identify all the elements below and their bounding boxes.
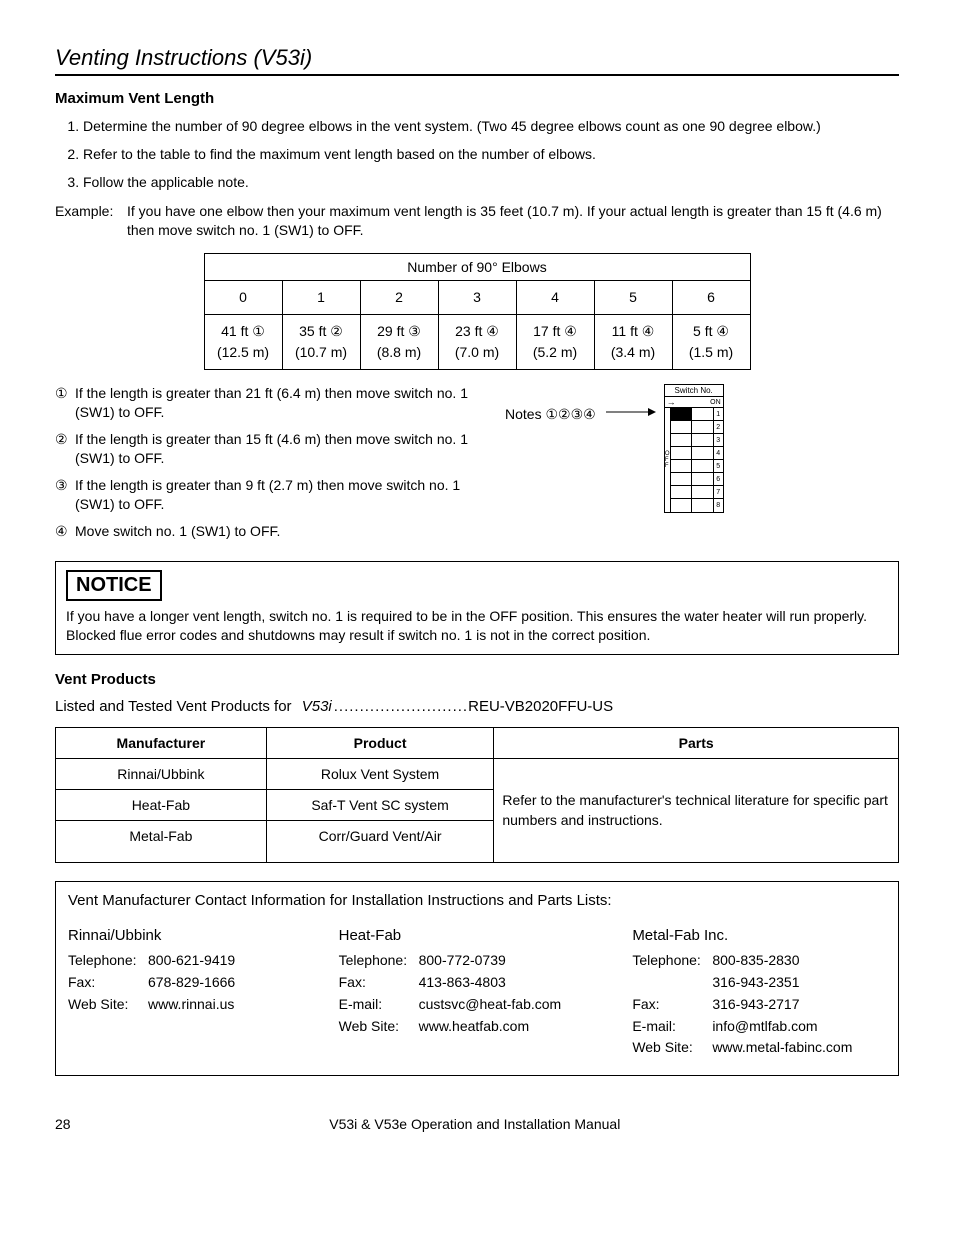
contact-label: Web Site: [68,994,148,1016]
table-cell: Saf-T Vent SC system [266,790,494,821]
elbow-count: 0 [204,281,282,315]
notice-label: NOTICE [66,570,162,601]
contact-value: www.heatfab.com [419,1016,530,1038]
step-item: Determine the number of 90 degree elbows… [83,117,899,136]
notes-list: ①If the length is greater than 21 ft (6.… [55,384,485,548]
contact-label [632,972,712,994]
dip-on-label: ON [710,399,721,406]
elbow-length: 5 ft ④(1.5 m) [672,315,750,370]
table-cell: Metal-Fab [56,821,267,863]
note-symbol: ④ [55,522,75,541]
note-symbol: ① [55,384,75,422]
table-cell: Rolux Vent System [266,759,494,790]
table-header: Product [266,728,494,759]
dip-switch-diagram: Switch No. →ON OFF 1 2 3 4 5 6 7 8 [664,384,724,513]
contact-value: 800-835-2830 [712,950,799,972]
contact-label: Fax: [68,972,148,994]
elbow-length: 35 ft ②(10.7 m) [282,315,360,370]
contact-name: Heat-Fab [339,927,593,944]
contact-value: 316-943-2717 [712,994,799,1016]
table-cell: Corr/Guard Vent/Air [266,821,494,863]
example-text: If you have one elbow then your maximum … [127,202,899,240]
elbow-table-caption: Number of 90° Elbows [204,254,750,281]
elbow-length: 17 ft ④(5.2 m) [516,315,594,370]
contact-label: Web Site: [632,1037,712,1059]
elbow-table: Number of 90° Elbows 0 1 2 3 4 5 6 41 ft… [204,253,751,370]
notice-text: If you have a longer vent length, switch… [66,607,888,645]
note-symbol: ③ [55,476,75,514]
model-code: REU-VB2020FFU-US [468,698,613,715]
contact-column: Metal-Fab Inc. Telephone:800-835-2830 31… [612,927,886,1058]
dip-title: Switch No. [665,385,723,397]
steps-list: Determine the number of 90 degree elbows… [55,117,899,192]
contact-value: custsvc@heat-fab.com [419,994,562,1016]
contact-column: Heat-Fab Telephone:800-772-0739 Fax:413-… [309,927,593,1058]
example-label: Example: [55,202,127,240]
contact-column: Rinnai/Ubbink Telephone:800-621-9419 Fax… [68,927,289,1058]
notes-pointer-label: Notes ①②③④ [505,406,596,423]
contact-label: Fax: [339,972,419,994]
elbow-count: 1 [282,281,360,315]
contact-label: Telephone: [68,950,148,972]
contact-label: Telephone: [339,950,419,972]
elbow-count: 5 [594,281,672,315]
contact-name: Rinnai/Ubbink [68,927,289,944]
vent-products-heading: Vent Products [55,671,899,688]
footer-page-number: 28 [55,1116,71,1132]
footer-manual-title: V53i & V53e Operation and Installation M… [329,1116,620,1132]
table-header: Parts [494,728,899,759]
contact-value: 413-863-4803 [419,972,506,994]
contact-value: www.rinnai.us [148,994,234,1016]
note-symbol: ② [55,430,75,468]
contact-label: Fax: [632,994,712,1016]
note-text: Move switch no. 1 (SW1) to OFF. [75,522,280,541]
contact-label: Web Site: [339,1016,419,1038]
contact-name: Metal-Fab Inc. [632,927,886,944]
elbow-count: 2 [360,281,438,315]
table-header: Manufacturer [56,728,267,759]
contact-label: E-mail: [632,1016,712,1038]
contact-label: E-mail: [339,994,419,1016]
elbow-length: 11 ft ④(3.4 m) [594,315,672,370]
vent-products-table: Manufacturer Product Parts Rinnai/Ubbink… [55,727,899,863]
model-name: V53i [302,698,332,715]
note-text: If the length is greater than 9 ft (2.7 … [75,476,485,514]
contact-box: Vent Manufacturer Contact Information fo… [55,881,899,1075]
note-text: If the length is greater than 21 ft (6.4… [75,384,485,422]
contact-title: Vent Manufacturer Contact Information fo… [68,892,886,909]
contact-value: info@mtlfab.com [712,1016,817,1038]
contact-value: 316-943-2351 [712,972,799,994]
elbow-count: 6 [672,281,750,315]
arrow-icon [606,406,656,418]
listed-line: Listed and Tested Vent Products for V53i… [55,698,899,715]
elbow-length: 23 ft ④(7.0 m) [438,315,516,370]
step-item: Follow the applicable note. [83,173,899,192]
page-title: Venting Instructions (V53i) [55,45,899,76]
dip-off-label: OFF [665,451,670,469]
elbow-length: 41 ft ①(12.5 m) [204,315,282,370]
contact-label: Telephone: [632,950,712,972]
table-cell: Heat-Fab [56,790,267,821]
note-text: If the length is greater than 15 ft (4.6… [75,430,485,468]
step-item: Refer to the table to find the maximum v… [83,145,899,164]
elbow-count: 4 [516,281,594,315]
page-footer: 28 V53i & V53e Operation and Installatio… [55,1116,899,1132]
table-cell: Rinnai/Ubbink [56,759,267,790]
example-block: Example: If you have one elbow then your… [55,202,899,240]
max-vent-heading: Maximum Vent Length [55,90,899,107]
elbow-length: 29 ft ③(8.8 m) [360,315,438,370]
elbow-count: 3 [438,281,516,315]
notice-box: NOTICE If you have a longer vent length,… [55,561,899,656]
contact-value: 800-621-9419 [148,950,235,972]
parts-cell: Refer to the manufacturer's technical li… [494,759,899,863]
contact-value: 800-772-0739 [419,950,506,972]
contact-value: 678-829-1666 [148,972,235,994]
contact-value: www.metal-fabinc.com [712,1037,852,1059]
